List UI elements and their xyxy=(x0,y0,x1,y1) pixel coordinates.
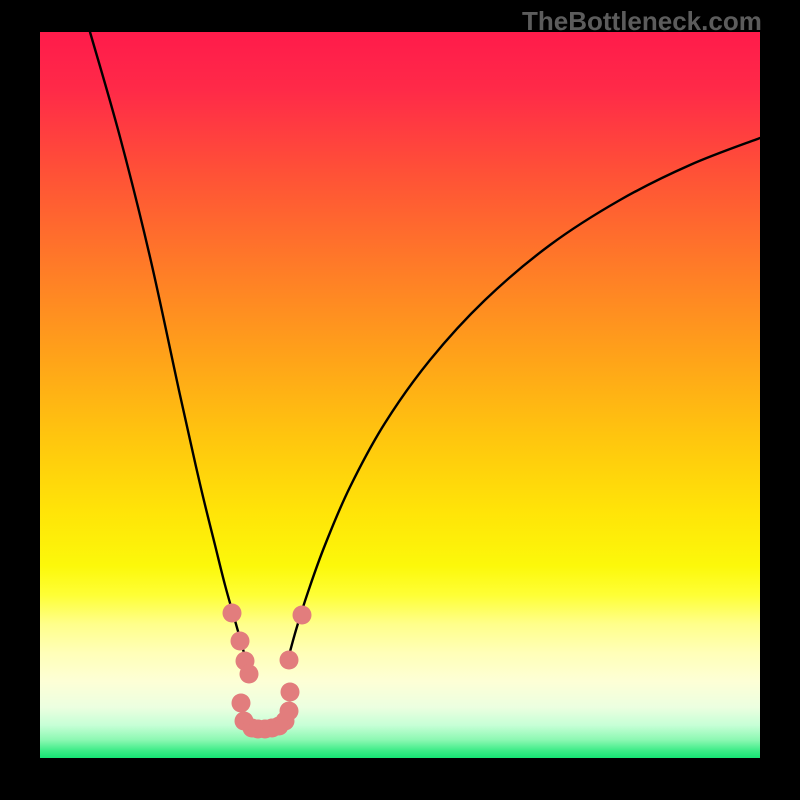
data-marker xyxy=(232,694,251,713)
data-marker xyxy=(293,606,312,625)
data-marker xyxy=(280,651,299,670)
data-marker xyxy=(223,604,242,623)
data-marker xyxy=(281,683,300,702)
data-marker xyxy=(231,632,250,651)
data-marker xyxy=(280,702,299,721)
bottleneck-chart xyxy=(0,0,800,800)
plot-background xyxy=(40,32,760,758)
data-marker xyxy=(240,665,259,684)
